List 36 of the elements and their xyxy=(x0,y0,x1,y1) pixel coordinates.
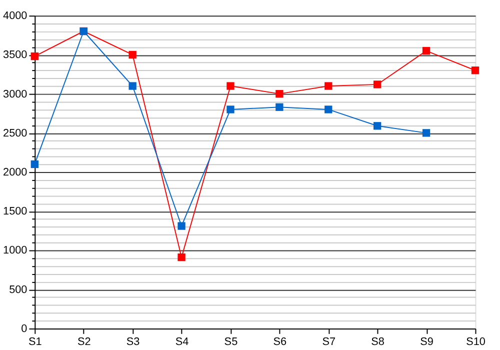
x-tick-label: S9 xyxy=(420,336,434,348)
point xyxy=(226,82,234,90)
y-tick-label: 1500 xyxy=(3,206,28,218)
y-tick-label: 3500 xyxy=(3,49,28,62)
point xyxy=(30,160,38,168)
point xyxy=(276,103,284,111)
point xyxy=(178,222,186,230)
x-tick-label: S1 xyxy=(28,336,42,348)
point xyxy=(226,106,234,114)
x-tick-label: S3 xyxy=(126,336,140,348)
y-tick-label: 2500 xyxy=(3,127,28,140)
point xyxy=(324,82,332,90)
y-tick-label: 4000 xyxy=(3,10,28,22)
point xyxy=(422,129,430,137)
y-tick-label: 0 xyxy=(21,322,28,335)
point xyxy=(128,50,136,59)
point xyxy=(374,122,382,130)
point xyxy=(422,46,430,55)
point xyxy=(324,106,332,114)
x-tick-label: S8 xyxy=(371,336,384,348)
y-tick-label: 1000 xyxy=(3,244,28,257)
x-tick-label: S2 xyxy=(77,336,91,348)
point xyxy=(30,52,38,60)
point xyxy=(178,253,186,262)
x-tick-label: S4 xyxy=(175,336,189,348)
x-tick-label: S5 xyxy=(224,336,238,348)
x-tick-label: S6 xyxy=(273,336,287,348)
x-tick-label: S10 xyxy=(466,336,486,348)
point xyxy=(276,90,284,98)
y-tick-label: 500 xyxy=(9,284,28,296)
y-tick-label: 3000 xyxy=(3,88,28,100)
point xyxy=(128,82,136,90)
y-tick-label: 2000 xyxy=(3,166,28,179)
point xyxy=(374,80,382,88)
x-tick-label: S7 xyxy=(322,336,336,348)
point xyxy=(471,66,480,74)
